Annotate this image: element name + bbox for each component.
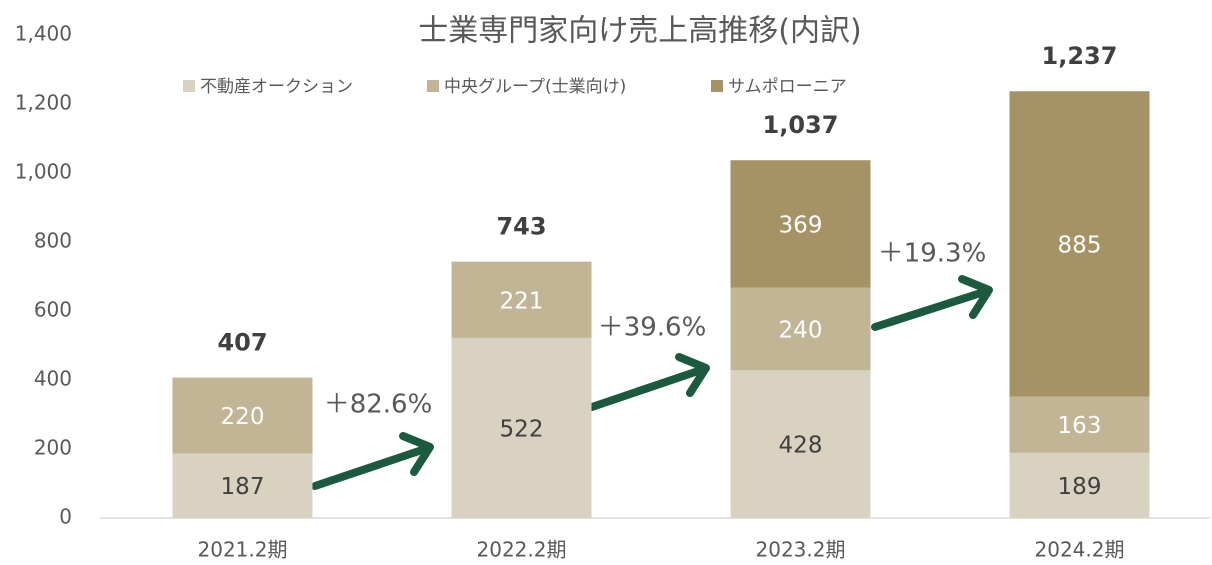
bar-segment (451, 337, 592, 518)
arrow (311, 444, 432, 490)
value-label: 240 (779, 317, 823, 343)
legend-swatch (427, 80, 439, 92)
legend-swatch (711, 80, 723, 92)
total-label: 407 (217, 329, 267, 357)
bar-segment (1009, 396, 1150, 453)
bar-segment (172, 377, 313, 454)
bar-segment (1009, 452, 1150, 518)
value-label: 885 (1058, 232, 1102, 258)
x-tick-label: 2022.2期 (477, 538, 567, 562)
value-label: 522 (500, 416, 544, 442)
y-tick-label: 200 (34, 436, 72, 460)
arrow (588, 365, 708, 411)
growth-label: ＋39.6% (598, 313, 707, 343)
arrow-head (675, 353, 710, 397)
arrow-head (958, 275, 993, 319)
value-label: 221 (500, 288, 544, 314)
y-tick-label: 1,200 (15, 91, 72, 115)
legend-label: 不動産オークション (200, 77, 353, 97)
value-label: 369 (779, 212, 823, 238)
total-label: 743 (496, 213, 546, 241)
growth-arrows (311, 275, 993, 490)
y-tick-label: 1,400 (15, 22, 72, 46)
legend-swatch (183, 80, 195, 92)
y-tick-label: 800 (34, 229, 72, 253)
y-tick-label: 0 (59, 505, 72, 529)
bar-segment (730, 370, 871, 518)
arrow (871, 287, 991, 331)
x-tick-label: 2021.2期 (198, 538, 288, 562)
total-label: 1,037 (763, 111, 839, 139)
value-label: 189 (1058, 474, 1102, 500)
value-label: 187 (221, 474, 265, 500)
bar-segment (730, 287, 871, 371)
y-tick-label: 400 (34, 367, 72, 391)
y-tick-label: 600 (34, 298, 72, 322)
value-label: 163 (1058, 413, 1102, 439)
arrow-head (399, 432, 434, 476)
bar-segment (730, 160, 871, 288)
value-label: 220 (221, 404, 265, 430)
total-label: 1,237 (1042, 42, 1118, 70)
bar-segment (451, 261, 592, 338)
growth-label: ＋19.3% (878, 239, 987, 269)
legend-label: サムポローニア (728, 77, 847, 97)
chart-title: 士業専門家向け売上高推移(内訳) (418, 14, 861, 49)
x-tick-label: 2024.2期 (1035, 538, 1125, 562)
y-tick-label: 1,000 (15, 160, 72, 184)
bar-segment (1009, 91, 1150, 397)
value-label: 428 (779, 433, 823, 459)
x-tick-label: 2023.2期 (756, 538, 846, 562)
legend-label: 中央グループ(士業向け) (444, 77, 626, 97)
bar-segment (172, 453, 313, 518)
growth-label: ＋82.6% (324, 390, 433, 420)
